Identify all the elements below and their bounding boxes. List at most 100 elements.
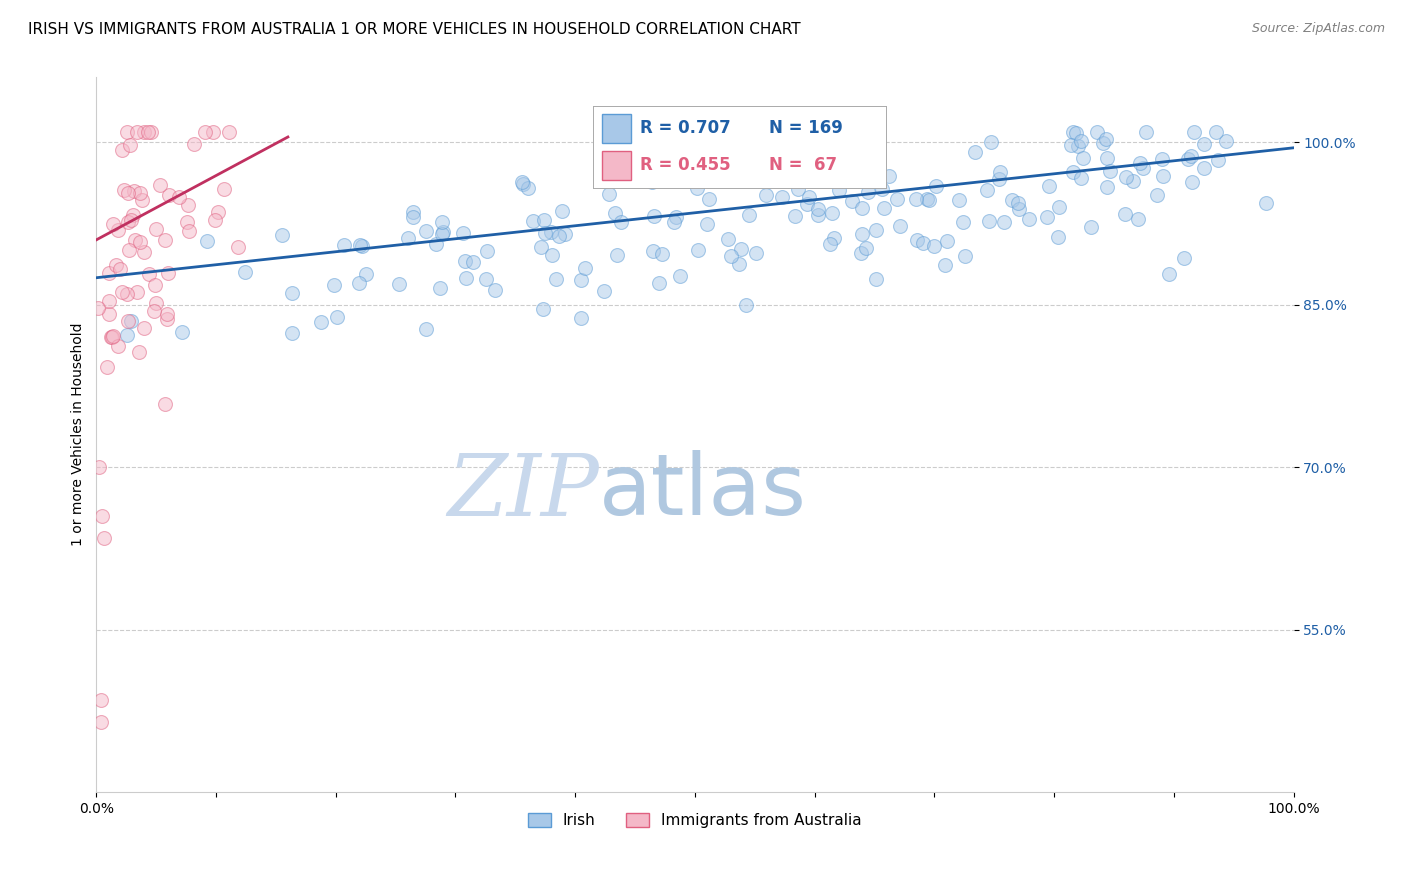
Point <box>821 206 844 220</box>
Text: IRISH VS IMMIGRANTS FROM AUSTRALIA 1 OR MORE VEHICLES IN HOUSEHOLD CORRELATION C: IRISH VS IMMIGRANTS FROM AUSTRALIA 1 OR … <box>28 22 801 37</box>
Point <box>865 223 887 237</box>
Point <box>976 183 998 197</box>
Point <box>855 241 877 255</box>
Point <box>1146 187 1168 202</box>
Point <box>1132 161 1154 175</box>
Point <box>889 219 911 234</box>
Point <box>534 226 557 240</box>
Point <box>270 228 292 243</box>
Point <box>1085 125 1108 139</box>
Point <box>688 243 710 257</box>
Point <box>1182 125 1205 139</box>
Point <box>1071 151 1094 165</box>
Point <box>1092 136 1115 150</box>
Point <box>828 183 851 197</box>
Point <box>934 258 956 272</box>
Point <box>1206 153 1229 168</box>
Point <box>643 244 665 258</box>
Point <box>606 248 628 262</box>
Point <box>432 215 454 229</box>
Point <box>609 215 631 229</box>
Point <box>1036 211 1059 225</box>
Point <box>554 227 576 241</box>
Point <box>1098 164 1121 178</box>
Point <box>980 135 1002 149</box>
Point <box>143 304 166 318</box>
Point <box>851 201 873 215</box>
Point <box>118 243 141 257</box>
Point <box>149 178 172 193</box>
Point <box>134 245 156 260</box>
Point <box>865 272 887 286</box>
Point <box>630 150 652 164</box>
Point <box>90 693 112 707</box>
Point <box>574 260 596 275</box>
Point <box>124 233 146 247</box>
Point <box>157 266 180 280</box>
Point <box>696 217 718 231</box>
Point <box>745 246 768 260</box>
Point <box>202 125 225 139</box>
Point <box>129 186 152 201</box>
Point <box>1128 211 1150 226</box>
Point <box>651 247 673 261</box>
Point <box>100 330 122 344</box>
Point <box>415 224 437 238</box>
Point <box>214 182 236 196</box>
Point <box>522 213 544 227</box>
Point <box>770 190 793 204</box>
Point <box>105 258 128 272</box>
Point <box>1256 196 1278 211</box>
Point <box>823 231 845 245</box>
Point <box>820 237 842 252</box>
Point <box>1095 151 1118 165</box>
Point <box>647 277 669 291</box>
Point <box>143 278 166 293</box>
Point <box>115 125 138 139</box>
Point <box>388 277 411 291</box>
Point <box>425 236 447 251</box>
Point <box>138 125 160 139</box>
Point <box>730 242 752 256</box>
Point <box>170 325 193 339</box>
Point <box>98 266 121 280</box>
Point <box>918 194 941 208</box>
Point <box>988 164 1011 178</box>
Point <box>1001 193 1024 207</box>
Point <box>531 301 554 316</box>
Point <box>122 184 145 198</box>
Point <box>120 213 142 227</box>
Point <box>1067 138 1090 153</box>
Point <box>820 169 842 183</box>
Point <box>131 194 153 208</box>
Point <box>112 183 135 197</box>
Point <box>797 190 820 204</box>
Point <box>122 209 145 223</box>
Point <box>195 235 218 249</box>
Point <box>1018 212 1040 227</box>
Point <box>333 238 356 252</box>
Point <box>1047 230 1070 244</box>
Point <box>97 294 120 309</box>
Point <box>157 187 180 202</box>
Point <box>783 209 806 223</box>
Point <box>281 286 304 301</box>
Point <box>755 187 778 202</box>
Point <box>592 284 614 298</box>
Point <box>454 271 477 285</box>
Point <box>463 255 485 269</box>
Point <box>402 205 425 219</box>
Point <box>402 211 425 225</box>
Point <box>952 215 974 229</box>
Point <box>194 125 217 139</box>
Point <box>510 175 533 189</box>
Point <box>1173 252 1195 266</box>
Point <box>603 206 626 220</box>
Point <box>91 508 114 523</box>
Point <box>396 231 419 245</box>
Point <box>323 277 346 292</box>
Point <box>101 330 124 344</box>
Point <box>125 285 148 299</box>
Point <box>281 326 304 340</box>
Point <box>669 269 692 284</box>
